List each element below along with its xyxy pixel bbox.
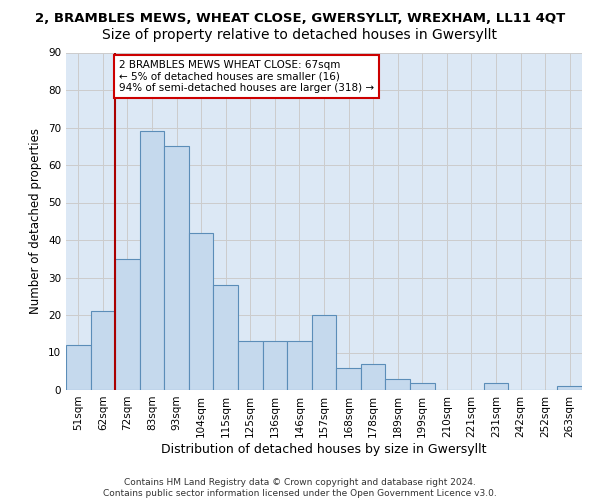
Bar bbox=[66, 345, 91, 390]
Bar bbox=[484, 382, 508, 390]
Bar bbox=[312, 315, 336, 390]
Bar bbox=[214, 285, 238, 390]
Bar bbox=[557, 386, 582, 390]
Bar bbox=[91, 311, 115, 390]
Bar bbox=[287, 341, 312, 390]
Bar bbox=[410, 382, 434, 390]
Bar bbox=[189, 232, 214, 390]
X-axis label: Distribution of detached houses by size in Gwersyllt: Distribution of detached houses by size … bbox=[161, 442, 487, 456]
Bar bbox=[115, 259, 140, 390]
Text: Size of property relative to detached houses in Gwersyllt: Size of property relative to detached ho… bbox=[103, 28, 497, 42]
Bar bbox=[238, 341, 263, 390]
Bar bbox=[336, 368, 361, 390]
Bar bbox=[385, 379, 410, 390]
Bar bbox=[263, 341, 287, 390]
Y-axis label: Number of detached properties: Number of detached properties bbox=[29, 128, 43, 314]
Bar bbox=[140, 131, 164, 390]
Text: 2, BRAMBLES MEWS, WHEAT CLOSE, GWERSYLLT, WREXHAM, LL11 4QT: 2, BRAMBLES MEWS, WHEAT CLOSE, GWERSYLLT… bbox=[35, 12, 565, 26]
Bar bbox=[164, 146, 189, 390]
Text: 2 BRAMBLES MEWS WHEAT CLOSE: 67sqm
← 5% of detached houses are smaller (16)
94% : 2 BRAMBLES MEWS WHEAT CLOSE: 67sqm ← 5% … bbox=[119, 60, 374, 93]
Text: Contains HM Land Registry data © Crown copyright and database right 2024.
Contai: Contains HM Land Registry data © Crown c… bbox=[103, 478, 497, 498]
Bar bbox=[361, 364, 385, 390]
